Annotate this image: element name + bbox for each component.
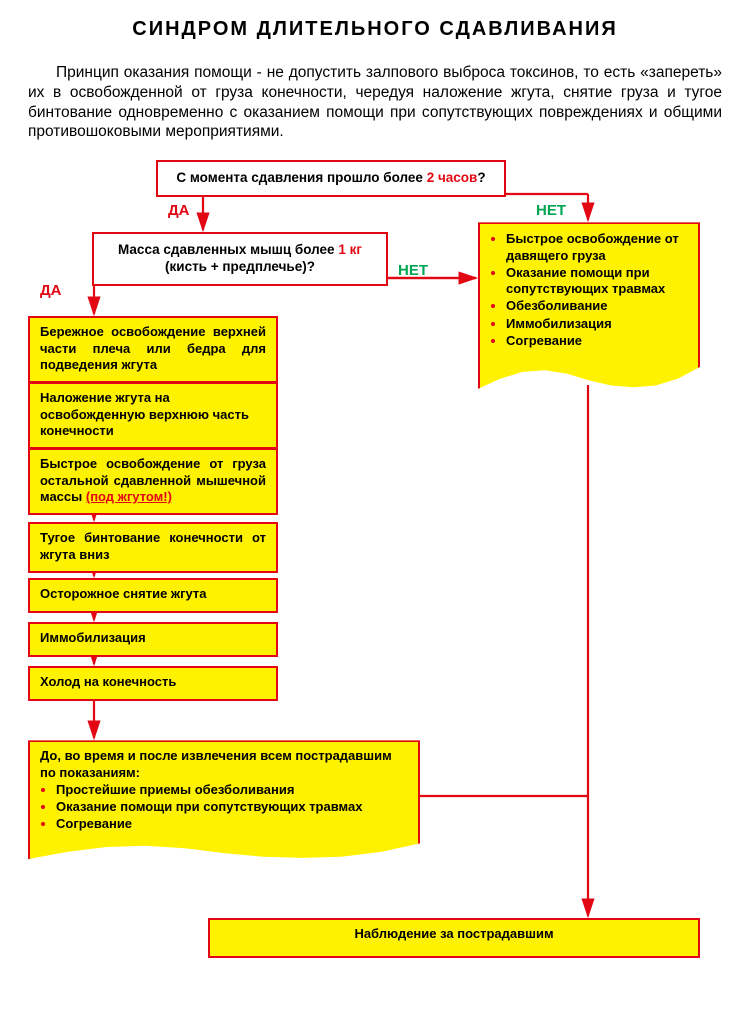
decision-time-elapsed: С момента сдавления прошло более 2 часов…	[156, 160, 506, 197]
step-remove-tourniquet: Осторожное снятие жгута	[28, 578, 278, 612]
label-no-2: НЕТ	[398, 262, 428, 279]
step-3-highlight: (под жгутом!)	[86, 489, 172, 504]
decision-2-text-pre: Масса сдавленных мышц более	[118, 242, 338, 257]
right-actions-box: Быстрое освобождение от давящего грузаОк…	[478, 222, 700, 392]
step-tourniquet: Наложение жгута на освобожденную верхнюю…	[28, 382, 278, 449]
page-title: СИНДРОМ ДЛИТЕЛЬНОГО СДАВЛИВАНИЯ	[28, 18, 722, 41]
flowchart: С момента сдавления прошло более 2 часов…	[28, 160, 722, 990]
right-list-item: Иммобилизация	[506, 316, 688, 332]
right-list-item: Оказание помощи при сопутствующих травма…	[506, 265, 688, 298]
bottom-list: Простейшие приемы обезболиванияОказание …	[40, 782, 408, 833]
step-free-rest: Быстрое освобождение от груза остальной …	[28, 448, 278, 515]
decision-1-text-post: ?	[477, 170, 485, 185]
step-cold: Холод на конечность	[28, 666, 278, 700]
bottom-list-item: Согревание	[56, 816, 408, 832]
step-bandage: Тугое бинтование конечности от жгута вни…	[28, 522, 278, 573]
label-no-1: НЕТ	[536, 202, 566, 219]
label-yes-2: ДА	[40, 282, 62, 299]
bottom-indications-box: До, во время и после извлечения всем пос…	[28, 740, 420, 861]
label-yes-1: ДА	[168, 202, 190, 219]
right-list-item: Согревание	[506, 333, 688, 349]
bottom-lead-text: До, во время и после извлечения всем пос…	[40, 748, 408, 781]
decision-1-highlight: 2 часов	[427, 170, 478, 185]
step-immobilize: Иммобилизация	[28, 622, 278, 656]
step-free-upper: Бережное освобождение верхней части плеч…	[28, 316, 278, 383]
right-list-item: Быстрое освобождение от давящего груза	[506, 231, 688, 264]
bottom-list-item: Оказание помощи при сопутствующих травма…	[56, 799, 408, 815]
intro-text: Принцип оказания помощи - не допустить з…	[28, 63, 722, 142]
bottom-list-item: Простейшие приемы обезболивания	[56, 782, 408, 798]
final-text: Наблюдение за пострадавшим	[354, 926, 553, 941]
decision-2-highlight: 1 кг	[338, 242, 362, 257]
right-actions-list: Быстрое освобождение от давящего грузаОк…	[490, 231, 688, 349]
decision-2-text-post: (кисть + предплечье)?	[165, 259, 315, 274]
final-observation-box: Наблюдение за пострадавшим	[208, 918, 700, 958]
right-list-item: Обезболивание	[506, 298, 688, 314]
decision-1-text-pre: С момента сдавления прошло более	[176, 170, 426, 185]
decision-mass: Масса сдавленных мышц более 1 кг (кисть +…	[92, 232, 388, 286]
